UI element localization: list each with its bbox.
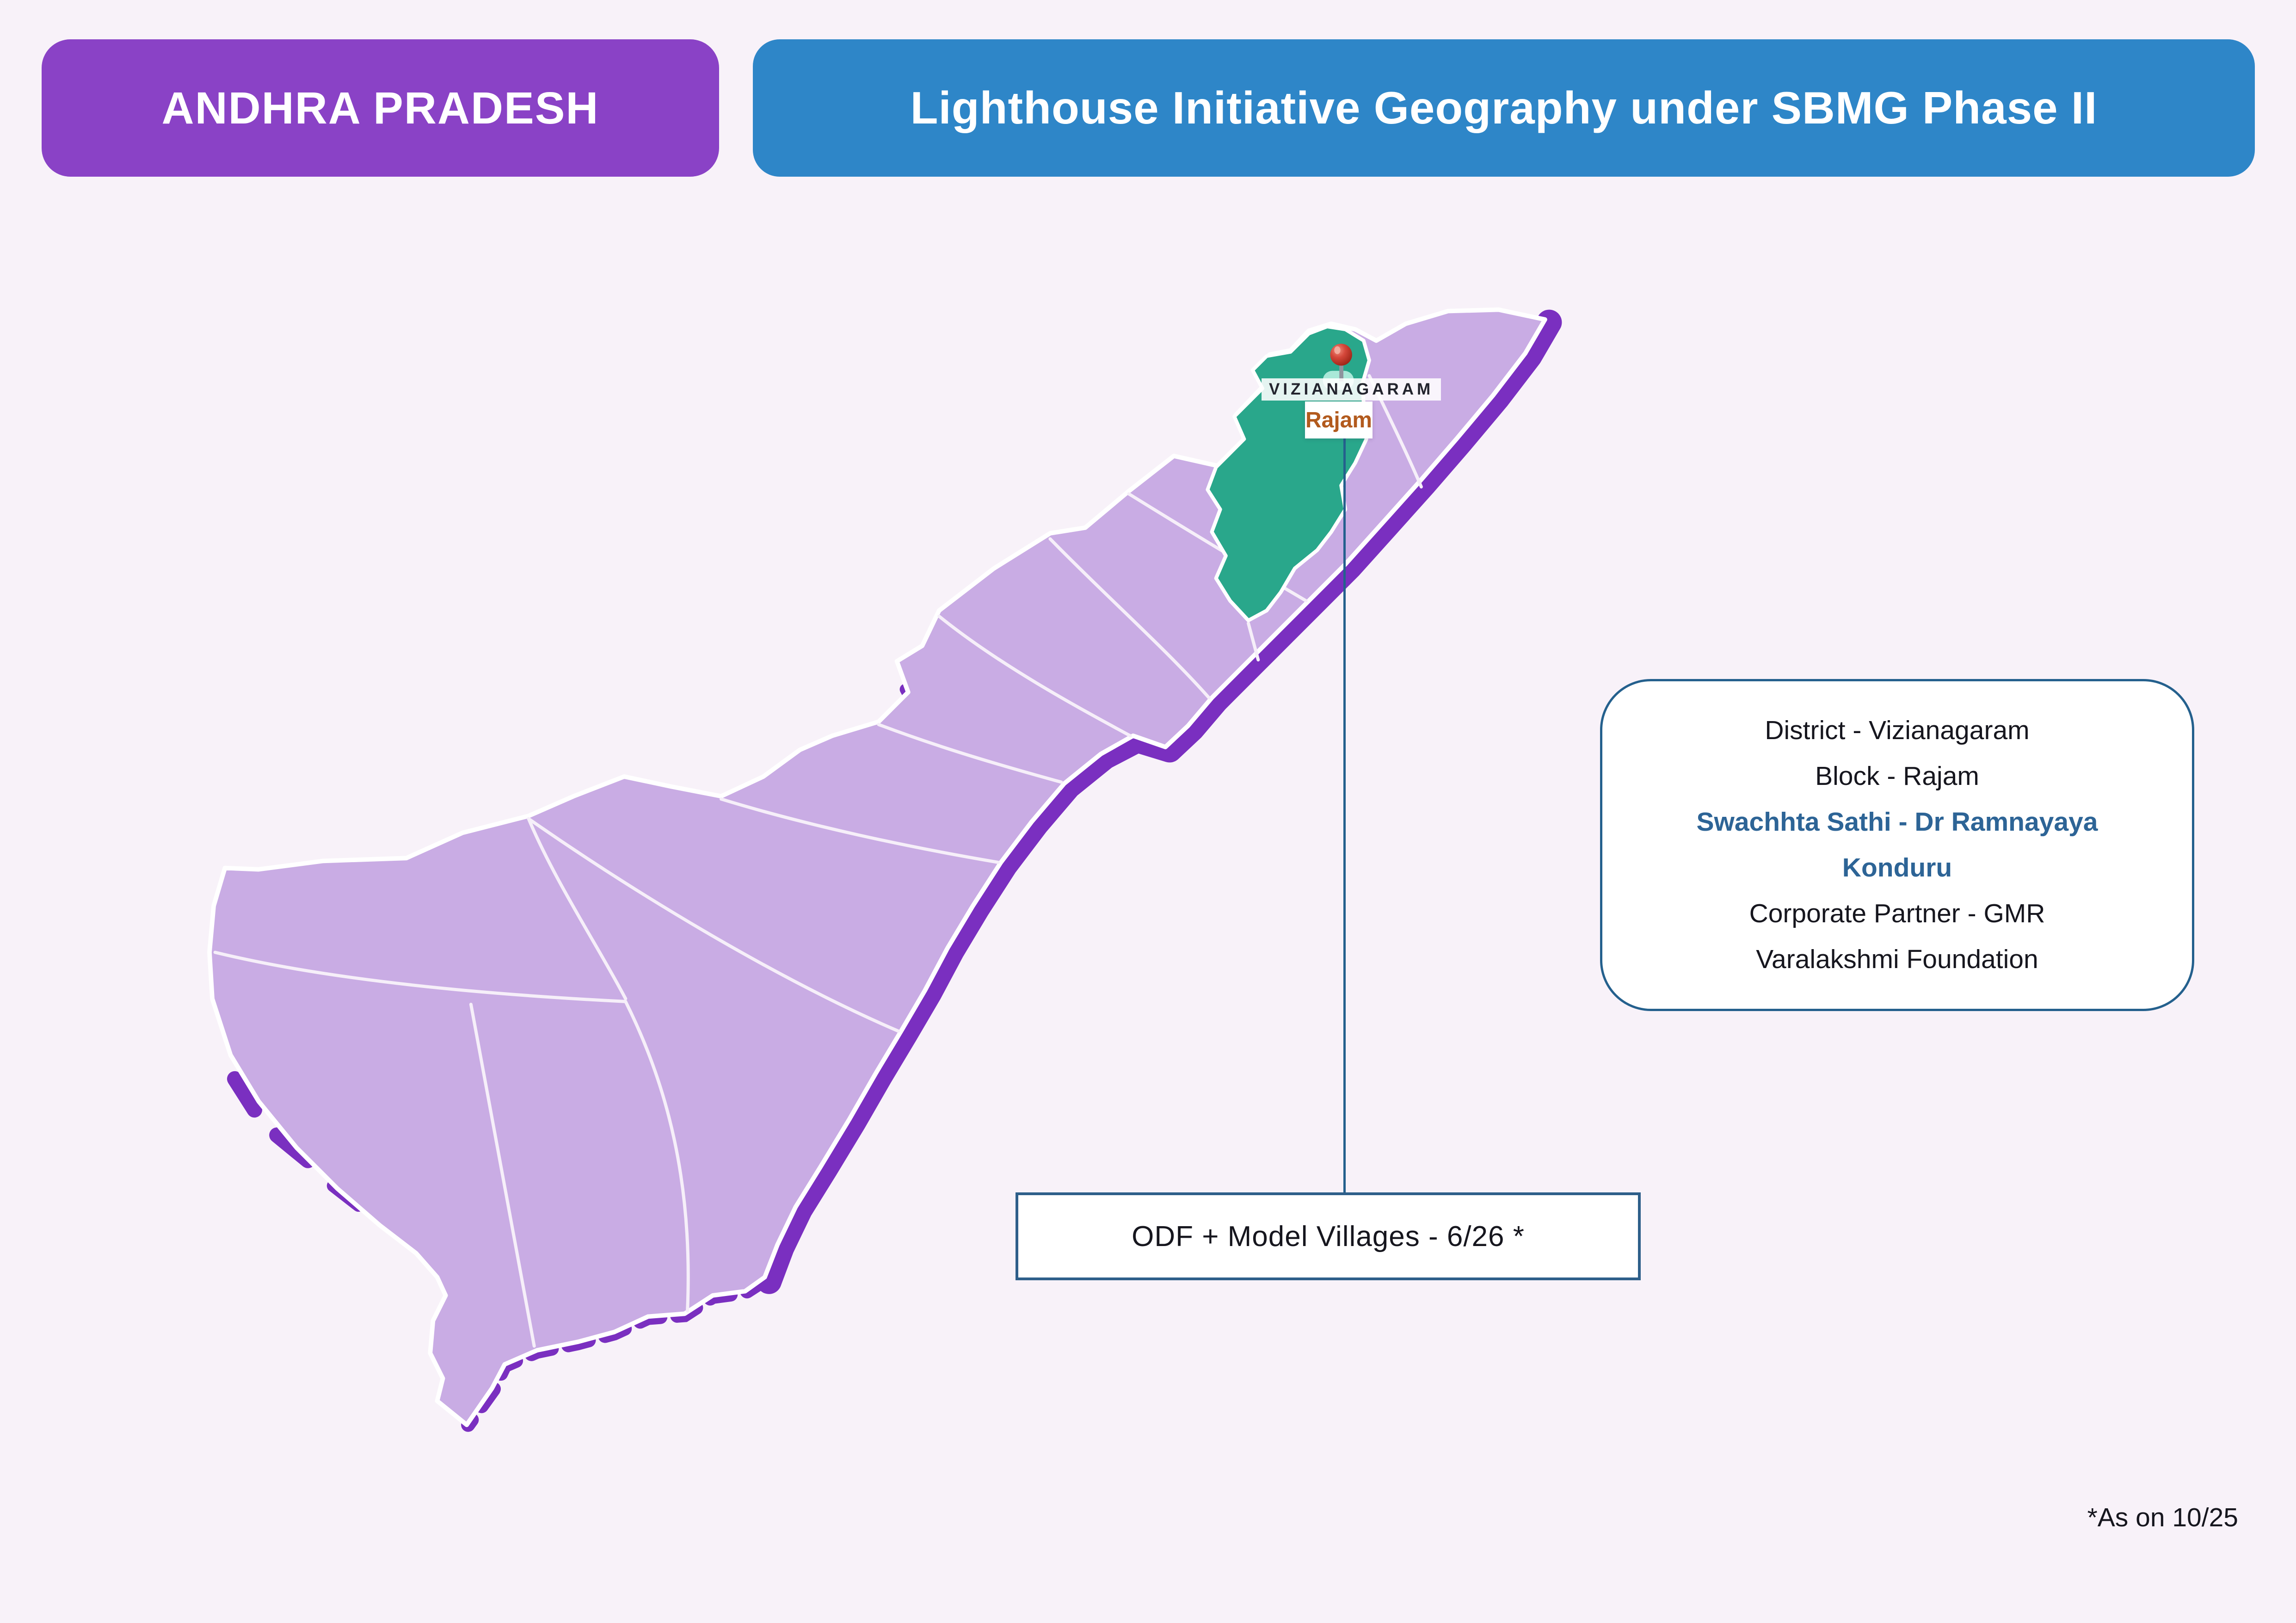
coastline (756, 309, 1562, 1294)
info-line-swachhta-sathi-1: Swachhta Sathi - Dr Ramnayaya (1696, 807, 2098, 837)
state-badge: ANDHRA PRADESH (42, 39, 719, 177)
andhra-pradesh-map (207, 307, 1562, 1432)
rajam-block-label: Rajam (1305, 401, 1373, 438)
title-banner-label: Lighthouse Initiative Geography under SB… (910, 82, 2098, 133)
odf-stats-box: ODF + Model Villages - 6/26 * (1016, 1192, 1641, 1280)
info-line-corporate-partner-2: Varalakshmi Foundation (1756, 944, 2038, 974)
title-banner: Lighthouse Initiative Geography under SB… (753, 39, 2255, 177)
info-line-corporate-partner-1: Corporate Partner - GMR (1749, 899, 2045, 928)
info-line-district: District - Vizianagaram (1765, 716, 2030, 745)
district-info-box: District - Vizianagaram Block - Rajam Sw… (1600, 679, 2194, 1011)
footnote: *As on 10/25 (2087, 1503, 2238, 1532)
connector-line (1343, 438, 1346, 1192)
vizianagaram-district-label: VIZIANAGARAM (1262, 378, 1441, 401)
info-line-swachhta-sathi-2: Konduru (1842, 853, 1952, 882)
odf-stats-label: ODF + Model Villages - 6/26 * (1132, 1220, 1525, 1253)
state-badge-label: ANDHRA PRADESH (161, 82, 599, 133)
district-borders (213, 374, 1423, 1348)
rajam-block-label-text: Rajam (1305, 407, 1373, 432)
info-line-block: Block - Rajam (1815, 761, 1979, 791)
